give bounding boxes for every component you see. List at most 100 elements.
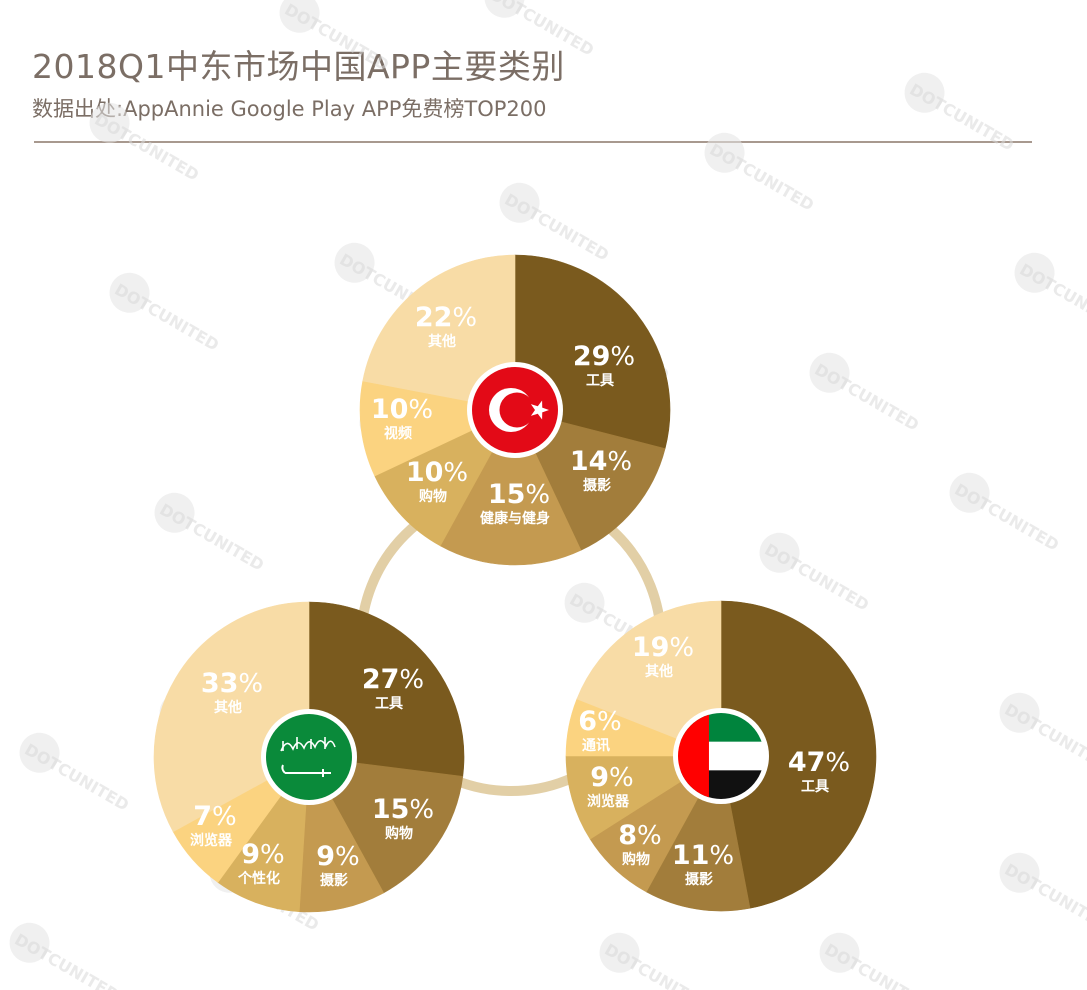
- slice-value-label: 29%: [573, 341, 635, 372]
- watermark-stamp: DOTCUNITED: [999, 692, 1087, 775]
- watermark-text: DOTCUNITED: [706, 140, 817, 215]
- watermark-stamp: DOTCUNITED: [949, 472, 1062, 555]
- slice-label: 7%浏览器: [190, 801, 237, 849]
- watermark-stamp: DOTCUNITED: [89, 102, 202, 185]
- slice-value-percent: %: [610, 342, 635, 372]
- slice-value-number: 29: [573, 341, 611, 372]
- pies-layer: 29%工具14%摄影15%健康与健身10%购物10%视频22%其他27%工具15…: [153, 254, 877, 913]
- watermark-text: DOTCUNITED: [601, 940, 712, 990]
- watermark-badge: [9, 922, 50, 963]
- slice-value-number: 33: [201, 668, 239, 699]
- slice-value-label: 14%: [570, 446, 632, 477]
- slice-value-label: 11%: [672, 840, 734, 871]
- slice-category-label: 摄影: [685, 871, 713, 888]
- watermark-stamp: DOTCUNITED: [904, 72, 1017, 155]
- slice-label: 33%其他: [201, 668, 263, 716]
- slice-value-number: 15: [488, 479, 526, 510]
- slice-value-label: 15%: [372, 794, 434, 825]
- slice-label: 19%其他: [632, 632, 694, 680]
- watermark-text: DOTCUNITED: [906, 80, 1017, 155]
- star-icon: [530, 400, 549, 420]
- watermark-stamp: DOTCUNITED: [484, 0, 597, 60]
- slice-category-label: 工具: [375, 696, 403, 712]
- slice-value-number: 22: [415, 302, 453, 333]
- slice-label: 47%工具: [788, 747, 850, 795]
- watermark-text: DOTCUNITED: [21, 740, 132, 815]
- watermark-badge: [484, 0, 525, 18]
- watermark-badge: [704, 132, 745, 173]
- calligraphy-icon: [280, 737, 336, 752]
- slice-category-label: 其他: [214, 699, 242, 716]
- slice-label: 29%工具: [573, 341, 635, 389]
- slice-value-percent: %: [597, 707, 622, 737]
- watermark-badge: [499, 182, 540, 223]
- slice-category-label: 购物: [385, 825, 413, 842]
- slice-value-label: 10%: [406, 457, 468, 488]
- watermark-text: DOTCUNITED: [1001, 860, 1087, 935]
- slice-value-number: 9: [241, 839, 260, 870]
- slice-value-percent: %: [609, 763, 634, 793]
- slice-value-label: 9%: [590, 762, 634, 793]
- slice-value-percent: %: [525, 480, 550, 510]
- watermark-badge: [89, 102, 130, 143]
- watermark-text: DOTCUNITED: [951, 480, 1062, 555]
- chart-header: 2018Q1中东市场中国APP主要类别 数据出处:AppAnnie Google…: [32, 44, 1032, 124]
- watermark-text: DOTCUNITED: [821, 940, 932, 990]
- slice-value-label: 6%: [578, 706, 622, 737]
- slice-value-label: 9%: [241, 839, 285, 870]
- slice-value-number: 9: [316, 841, 335, 872]
- slice-value-label: 27%: [362, 664, 424, 695]
- watermark-stamp: DOTCUNITED: [154, 492, 267, 575]
- watermark-stamp: DOTCUNITED: [809, 352, 922, 435]
- slice-value-number: 27: [362, 664, 400, 695]
- slice-value-label: 19%: [632, 632, 694, 663]
- slice-value-percent: %: [637, 821, 662, 851]
- slice-label: 9%浏览器: [587, 762, 634, 810]
- slice-label: 22%其他: [415, 302, 477, 350]
- watermark-stamp: DOTCUNITED: [1014, 252, 1087, 335]
- slice-value-percent: %: [260, 840, 285, 870]
- watermark-badge: [819, 932, 860, 973]
- slice-category-label: 工具: [586, 373, 614, 389]
- slice-value-number: 11: [672, 840, 710, 871]
- saudi-arabia-flag: [266, 714, 352, 800]
- slice-value-percent: %: [399, 665, 424, 695]
- slice-value-number: 9: [590, 762, 609, 793]
- slice-value-percent: %: [212, 802, 237, 832]
- pie-slice: [362, 254, 516, 411]
- watermark-text: DOTCUNITED: [1001, 700, 1087, 775]
- slice-value-number: 15: [372, 794, 410, 825]
- watermark-stamp: DOTCUNITED: [599, 932, 712, 990]
- chart-title: 2018Q1中东市场中国APP主要类别: [32, 47, 565, 86]
- watermark-badge: [949, 472, 990, 513]
- slice-value-number: 10: [406, 457, 444, 488]
- watermark-text: DOTCUNITED: [156, 500, 267, 575]
- slice-value-percent: %: [238, 669, 263, 699]
- watermark-text: DOTCUNITED: [111, 280, 222, 355]
- slice-value-percent: %: [825, 748, 850, 778]
- slice-value-label: 7%: [193, 801, 237, 832]
- slice-category-label: 浏览器: [587, 793, 630, 810]
- watermark-text: DOTCUNITED: [761, 540, 872, 615]
- watermark-stamp: DOTCUNITED: [819, 932, 932, 990]
- slice-label: 8%购物: [618, 820, 662, 868]
- watermark-badge: [109, 272, 150, 313]
- watermark-badge: [904, 72, 945, 113]
- slice-value-number: 6: [578, 706, 597, 737]
- slice-value-label: 22%: [415, 302, 477, 333]
- slice-label: 27%工具: [362, 664, 424, 712]
- slice-category-label: 个性化: [237, 870, 280, 887]
- slice-value-percent: %: [452, 303, 477, 333]
- slice-label: 9%个性化: [237, 839, 285, 887]
- watermark-stamp: DOTCUNITED: [704, 132, 817, 215]
- slice-label: 9%摄影: [316, 841, 360, 889]
- slice-label: 11%摄影: [672, 840, 734, 888]
- slice-value-label: 33%: [201, 668, 263, 699]
- watermark-badge: [334, 242, 375, 283]
- slice-value-percent: %: [335, 842, 360, 872]
- slice-value-percent: %: [409, 795, 434, 825]
- slice-category-label: 工具: [801, 779, 829, 795]
- slice-value-number: 19: [632, 632, 670, 663]
